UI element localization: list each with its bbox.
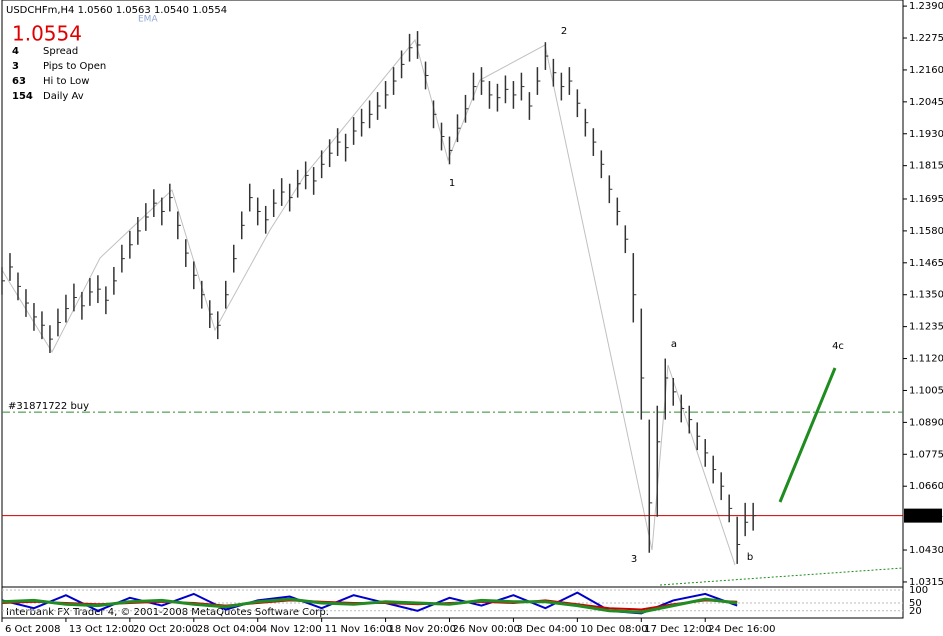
- y-tick-label: 1.0315: [909, 577, 943, 588]
- y-tick-label: 1.2275: [909, 33, 943, 44]
- header: USDCHFm,H4 1.0560 1.0563 1.0540 1.0554: [6, 5, 227, 16]
- wave-label: 3: [631, 554, 637, 565]
- info-value: 4: [12, 46, 19, 57]
- x-tick-label: 17 Dec 12:00: [644, 624, 711, 635]
- y-tick-label: 1.1235: [909, 322, 943, 333]
- y-tick-label: 1.1120: [909, 354, 943, 365]
- y-tick-label: 1.1465: [909, 258, 943, 269]
- wave-label: 4c: [832, 341, 844, 352]
- y-tick-label: 1.2160: [909, 65, 943, 76]
- big-price: 1.0554: [12, 22, 82, 46]
- x-tick-label: 3 Dec 04:00: [516, 624, 577, 635]
- info-label: Hi to Low: [43, 76, 89, 87]
- x-tick-label: 4 Nov 12:00: [261, 624, 322, 635]
- osc-line: [1, 597, 738, 614]
- wave-label: 1: [449, 178, 455, 189]
- x-tick-label: 13 Oct 12:00: [69, 624, 134, 635]
- info-label: Pips to Open: [43, 61, 106, 72]
- info-value: 63: [12, 76, 26, 87]
- x-tick-label: 6 Oct 2008: [5, 624, 60, 635]
- wave-label: a: [671, 339, 677, 350]
- info-value: 154: [12, 91, 33, 102]
- y-tick-label: 1.0775: [909, 449, 943, 460]
- price-box: [904, 508, 942, 523]
- info-label: Spread: [43, 46, 78, 57]
- osc-tick-label: 100: [909, 585, 928, 596]
- y-tick-label: 1.1695: [909, 194, 943, 205]
- wave-label: b: [747, 552, 753, 563]
- info-label: Daily Av: [43, 91, 84, 102]
- y-tick-label: 1.1580: [909, 226, 943, 237]
- copyright: Interbank FX Trader 4, © 2001-2008 MetaQ…: [6, 607, 329, 618]
- y-tick-label: 1.0430: [909, 545, 943, 556]
- y-tick-label: 1.1815: [909, 161, 943, 172]
- info-value: 3: [12, 61, 19, 72]
- y-tick-label: 1.0660: [909, 481, 943, 492]
- osc-tick-label: 50: [909, 598, 922, 609]
- projection-line: [778, 367, 837, 503]
- x-tick-label: 24 Dec 16:00: [708, 624, 775, 635]
- x-tick-label: 11 Nov 16:00: [325, 624, 392, 635]
- trend-line: [659, 567, 904, 586]
- y-tick-label: 1.2045: [909, 97, 943, 108]
- order-label: #31871722 buy: [8, 401, 89, 412]
- y-tick-label: 1.1930: [909, 129, 943, 140]
- y-tick-label: 1.0890: [909, 417, 943, 428]
- wave-label: 2: [561, 26, 567, 37]
- y-tick-label: 1.2390: [909, 1, 943, 12]
- x-tick-label: 10 Dec 08:00: [580, 624, 647, 635]
- y-tick-label: 1.1350: [909, 290, 943, 301]
- price-box-label: 1.0554: [908, 511, 943, 522]
- plot-frame: [1, 0, 904, 619]
- x-tick-label: 28 Oct 04:00: [197, 624, 262, 635]
- x-tick-label: 20 Oct 20:00: [133, 624, 198, 635]
- x-tick-label: 18 Nov 20:00: [389, 624, 456, 635]
- zigzag: [1, 38, 736, 566]
- osc-tick-label: 20: [909, 606, 922, 617]
- x-tick-label: 26 Nov 00:00: [453, 624, 520, 635]
- y-tick-label: 1.1005: [909, 385, 943, 396]
- indicator-tag: EMA: [138, 15, 158, 25]
